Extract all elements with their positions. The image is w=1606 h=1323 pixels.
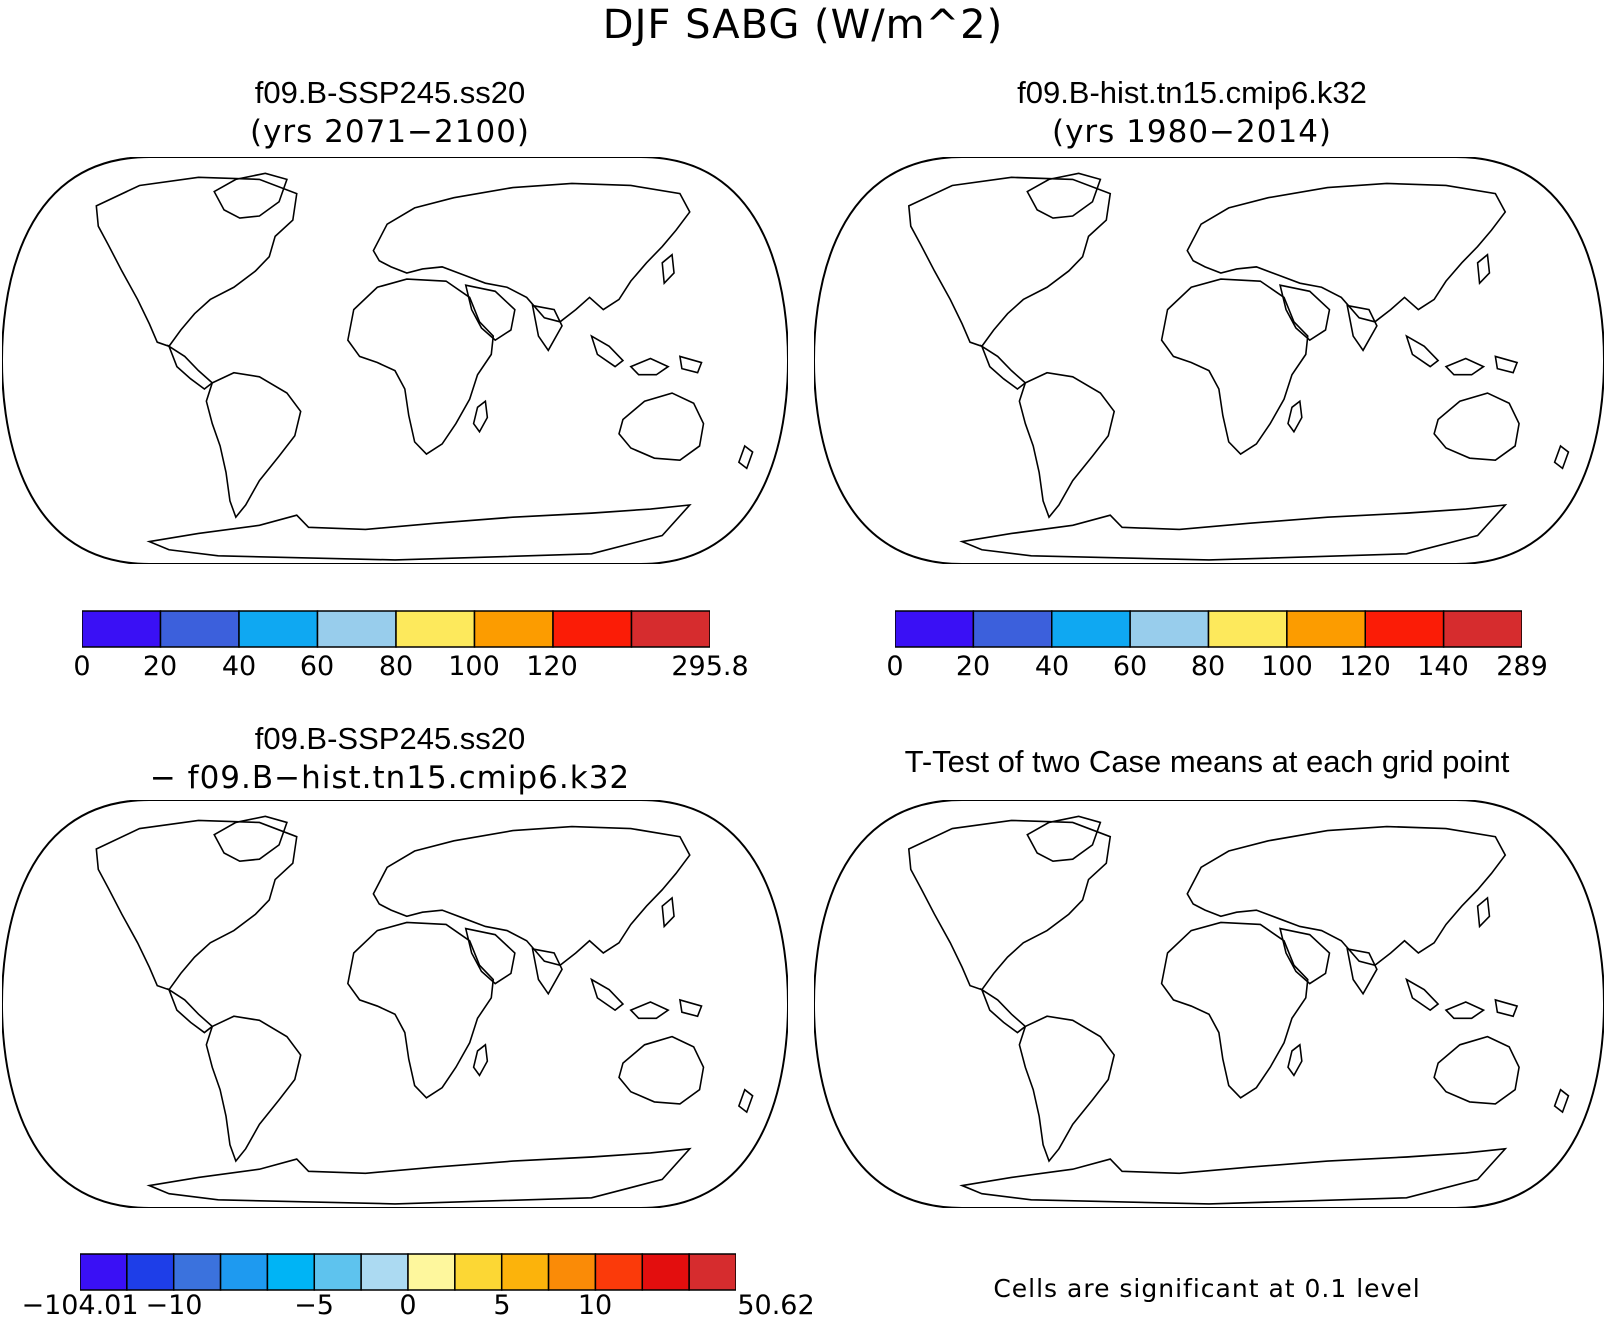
colorbar-label: 10 [577, 1290, 613, 1321]
colorbar-label: 50.62 [737, 1290, 815, 1321]
colorbar-case1-labels: 0 20 40 60 80 100 120 295.8 [73, 651, 748, 685]
colorbar-difference [80, 1253, 736, 1291]
colorbar-label: 0 [73, 651, 91, 682]
colorbar-swatch [641, 1253, 690, 1291]
colorbar-label: 120 [526, 651, 578, 682]
map-ttest [814, 800, 1604, 1208]
colorbar-swatch [594, 1253, 644, 1291]
colorbar-label: 60 [299, 651, 335, 682]
colorbar-swatch [552, 610, 633, 648]
colorbar-label: 289 [1496, 651, 1548, 682]
colorbar-swatch [454, 1253, 503, 1291]
map-case1 [2, 157, 788, 564]
colorbar-swatch [1207, 610, 1288, 648]
map-case2 [814, 157, 1604, 564]
colorbar-swatch [172, 1253, 222, 1291]
colorbar-swatch [219, 1253, 269, 1291]
colorbar-label: 100 [1261, 651, 1313, 682]
panel-diff-title-block: f09.B-SSP245.ss20 − f09.B−hist.tn15.cmip… [10, 720, 770, 798]
colorbar-swatch [395, 610, 476, 648]
colorbar-label: 20 [955, 651, 991, 682]
colorbar-case2 [895, 610, 1522, 648]
panel-ttest-footnote: Cells are significant at 0.1 level [993, 1274, 1421, 1303]
colorbar-label: 100 [448, 651, 500, 682]
colorbar-swatch [895, 610, 975, 648]
colorbar-case1 [82, 610, 710, 648]
panel-case1-subtitle: (yrs 2071−2100) [249, 114, 531, 150]
colorbar-label: 0 [399, 1290, 417, 1321]
colorbar-swatch [238, 610, 319, 648]
colorbar-swatch [1442, 610, 1522, 648]
panel-ttest-title: T-Test of two Case means at each grid po… [904, 744, 1510, 779]
colorbar-label: 60 [1112, 651, 1148, 682]
colorbar-label: 40 [1034, 651, 1070, 682]
colorbar-label: −5 [294, 1290, 334, 1321]
colorbar-swatch [1286, 610, 1367, 648]
colorbar-difference-swatches [80, 1253, 736, 1291]
colorbar-label: 20 [142, 651, 178, 682]
colorbar-swatch [316, 610, 397, 648]
colorbar-swatch [407, 1253, 456, 1291]
colorbar-swatch [80, 1253, 128, 1291]
colorbar-swatch [159, 610, 240, 648]
colorbar-label: 80 [378, 651, 414, 682]
map-difference [2, 800, 788, 1208]
colorbar-swatch [547, 1253, 597, 1291]
colorbar-swatch [82, 610, 162, 648]
colorbar-swatch [126, 1253, 175, 1291]
colorbar-label: −104.01 [21, 1290, 139, 1321]
colorbar-swatch [1051, 610, 1131, 648]
panel-case1-title-block: f09.B-SSP245.ss20 (yrs 2071−2100) [10, 74, 770, 152]
colorbar-swatch [360, 1253, 409, 1291]
panel-case2-title: f09.B-hist.tn15.cmip6.k32 [1017, 75, 1367, 110]
colorbar-swatch [688, 1253, 736, 1291]
colorbar-label: 140 [1417, 651, 1469, 682]
colorbar-swatch [1364, 610, 1445, 648]
panel-case2-subtitle: (yrs 1980−2014) [1051, 114, 1333, 150]
panel-diff-subtitle: − f09.B−hist.tn15.cmip6.k32 [149, 760, 631, 796]
colorbar-swatch [266, 1253, 316, 1291]
colorbar-swatch [1129, 610, 1210, 648]
figure-title: DJF SABG (W/m^2) [602, 2, 1004, 48]
colorbar-label: 80 [1190, 651, 1226, 682]
colorbar-difference-labels: −104.01 −10 −5 0 5 10 50.62 [21, 1290, 814, 1322]
colorbar-label: 295.8 [671, 651, 749, 682]
colorbar-swatch [500, 1253, 550, 1291]
colorbar-case1-swatches [82, 610, 710, 648]
panel-case2-title-block: f09.B-hist.tn15.cmip6.k32 (yrs 1980−2014… [812, 74, 1572, 152]
colorbar-swatch [313, 1253, 362, 1291]
panel-case1-title: f09.B-SSP245.ss20 [254, 75, 526, 110]
colorbar-label: 40 [221, 651, 257, 682]
colorbar-label: −10 [145, 1290, 203, 1321]
colorbar-swatch [473, 610, 554, 648]
colorbar-swatch [972, 610, 1053, 648]
colorbar-case2-swatches [895, 610, 1522, 648]
colorbar-case2-labels: 0 20 40 60 80 100 120 140 289 [886, 651, 1547, 685]
colorbar-label: 0 [886, 651, 904, 682]
colorbar-label: 120 [1339, 651, 1391, 682]
colorbar-swatch [630, 610, 710, 648]
panel-diff-title: f09.B-SSP245.ss20 [254, 721, 526, 756]
colorbar-label: 5 [493, 1290, 511, 1321]
